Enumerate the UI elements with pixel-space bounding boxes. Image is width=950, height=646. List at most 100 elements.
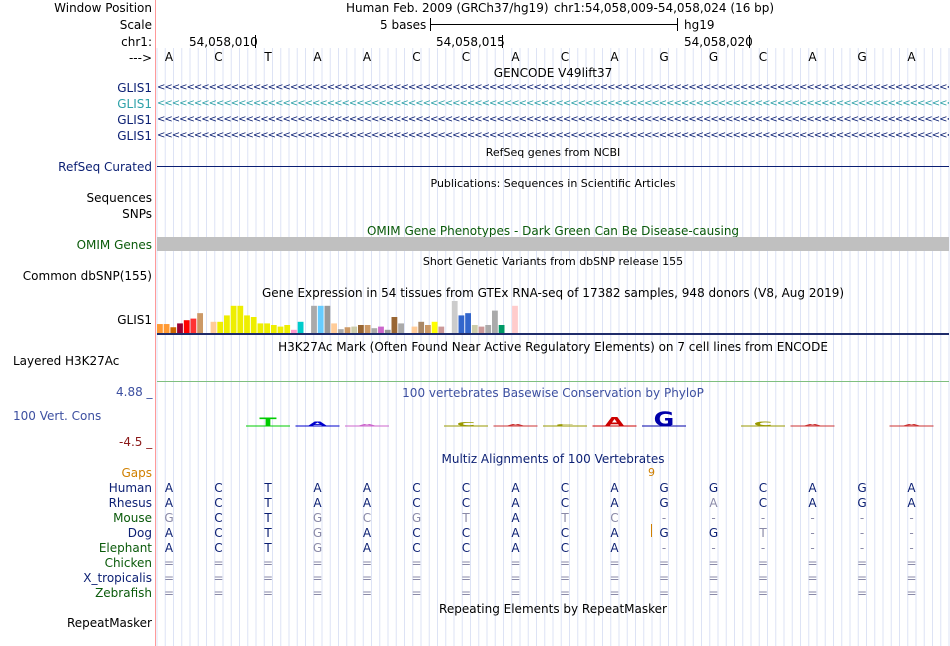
gtex-tissue-bar[interactable]: [157, 324, 163, 333]
species-label[interactable]: Mouse: [113, 511, 152, 525]
gtex-tissue-bar[interactable]: [351, 326, 358, 333]
gtex-tissue-bar[interactable]: [311, 305, 317, 333]
gtex-tissue-bar[interactable]: [465, 313, 471, 333]
ruler-tick: [502, 35, 503, 48]
gtex-tissue-bar[interactable]: [250, 317, 257, 333]
repeatmasker-label[interactable]: RepeatMasker: [66, 616, 152, 630]
gtex-tissue-bar[interactable]: [297, 321, 304, 333]
gtex-tissue-bar[interactable]: [257, 323, 264, 333]
gtex-tissue-bar[interactable]: [224, 315, 230, 333]
gtex-tissue-bar[interactable]: [411, 326, 418, 333]
alignment-base: =: [757, 571, 769, 585]
gtex-tissue-bar[interactable]: [358, 325, 364, 333]
gtex-tissue-bar[interactable]: [512, 305, 518, 333]
gencode-transcript[interactable]: <<<<<<<<<<<<<<<<<<<<<<<<<<<<<<<<<<<<<<<<…: [157, 114, 949, 125]
gtex-tissue-bar[interactable]: [451, 301, 458, 333]
gencode-transcript[interactable]: <<<<<<<<<<<<<<<<<<<<<<<<<<<<<<<<<<<<<<<<…: [157, 98, 949, 109]
gtex-tissue-bar[interactable]: [177, 323, 183, 333]
gencode-gene-label[interactable]: GLIS1: [117, 81, 152, 95]
gtex-tissue-bar[interactable]: [317, 305, 324, 333]
gtex-tissue-bar[interactable]: [284, 325, 291, 333]
gtex-tissue-bar[interactable]: [291, 329, 297, 333]
gtex-tissue-bar[interactable]: [277, 326, 284, 333]
gtex-tissue-bar[interactable]: [384, 329, 391, 333]
gtex-tissue-bar[interactable]: [478, 326, 485, 333]
gtex-tissue-bar[interactable]: [438, 326, 445, 333]
alignment-base: =: [312, 571, 323, 585]
gtex-tissue-bar[interactable]: [244, 315, 250, 333]
snps-label[interactable]: SNPs: [122, 207, 152, 221]
alignment-base: T: [561, 511, 569, 525]
gtex-tissue-bar[interactable]: [264, 323, 270, 333]
alignment-base: =: [708, 571, 719, 585]
conservation-glyph: A: [506, 424, 526, 427]
gtex-tissue-bar[interactable]: [471, 325, 478, 333]
dbsnp-label[interactable]: Common dbSNP(155): [22, 269, 152, 283]
gencode-gene-label[interactable]: GLIS1: [117, 129, 152, 143]
gtex-tissue-bar[interactable]: [391, 317, 398, 333]
omim-gene-bar[interactable]: [157, 237, 949, 251]
alignment-base: G: [708, 481, 719, 495]
gencode-transcript[interactable]: <<<<<<<<<<<<<<<<<<<<<<<<<<<<<<<<<<<<<<<<…: [157, 130, 949, 141]
species-label[interactable]: Elephant: [98, 541, 152, 555]
sequences-label[interactable]: Sequences: [86, 191, 152, 205]
ruler-tick: [255, 35, 256, 48]
gtex-tissue-bar[interactable]: [498, 325, 505, 333]
gencode-gene-label[interactable]: GLIS1: [117, 113, 152, 127]
gtex-tissue-bar[interactable]: [458, 315, 465, 333]
h3k27ac-label[interactable]: Layered H3K27Ac: [13, 354, 120, 368]
species-label[interactable]: Human: [108, 481, 152, 495]
gtex-tissue-bar[interactable]: [163, 324, 170, 333]
gtex-tissue-bar[interactable]: [398, 323, 404, 333]
gtex-tissue-bar[interactable]: [364, 325, 371, 333]
alignment-base: =: [510, 586, 521, 600]
species-label[interactable]: Dog: [127, 526, 152, 540]
gtex-tissue-bar[interactable]: [492, 310, 498, 333]
gencode-gene-label[interactable]: GLIS1: [117, 97, 152, 111]
alignment-base: C: [461, 541, 471, 555]
gtex-tissue-bar[interactable]: [210, 321, 217, 333]
conservation-label[interactable]: 100 Vert. Cons: [13, 409, 102, 423]
refseq-transcript[interactable]: [157, 166, 949, 167]
gtex-tissue-bar[interactable]: [230, 305, 237, 333]
gtex-tissue-bar[interactable]: [190, 318, 197, 333]
reference-base: C: [214, 50, 223, 64]
gtex-tissue-bar[interactable]: [270, 325, 277, 333]
reference-base: G: [659, 50, 669, 64]
gtex-tissue-bar[interactable]: [485, 325, 492, 333]
species-label[interactable]: X_tropicalis: [83, 571, 152, 585]
reference-base: A: [511, 50, 520, 64]
gtex-expression-bars[interactable]: [157, 300, 537, 334]
gtex-tissue-bar[interactable]: [425, 325, 431, 333]
gtex-tissue-bar[interactable]: [337, 329, 344, 333]
alignment-base: C: [362, 511, 372, 525]
species-label[interactable]: Zebrafish: [95, 586, 152, 600]
gtex-tissue-bar[interactable]: [197, 313, 203, 333]
gtex-tissue-bar[interactable]: [418, 321, 425, 333]
alignment-base: A: [511, 511, 520, 525]
species-label[interactable]: Rhesus: [108, 496, 152, 510]
gtex-tissue-bar[interactable]: [431, 321, 438, 333]
gtex-tissue-bar[interactable]: [183, 320, 190, 333]
omim-label[interactable]: OMIM Genes: [76, 238, 152, 252]
gtex-tissue-bar[interactable]: [237, 305, 244, 333]
gtex-tissue-bar[interactable]: [324, 305, 331, 333]
reference-base: T: [264, 50, 272, 64]
gtex-tissue-bar[interactable]: [331, 323, 337, 333]
refseq-label[interactable]: RefSeq Curated: [58, 160, 152, 174]
gtex-tissue-bar[interactable]: [344, 327, 351, 333]
alignment-base: =: [559, 586, 571, 600]
gencode-transcript[interactable]: <<<<<<<<<<<<<<<<<<<<<<<<<<<<<<<<<<<<<<<<…: [157, 82, 949, 93]
gtex-tissue-bar[interactable]: [378, 326, 384, 333]
gtex-gene-label[interactable]: GLIS1: [117, 313, 152, 327]
gtex-tissue-bar[interactable]: [217, 321, 224, 333]
alignment-base: G: [857, 481, 867, 495]
h3k27ac-title: H3K27Ac Mark (Often Found Near Active Re…: [278, 340, 828, 354]
species-label[interactable]: Chicken: [104, 556, 152, 570]
alignment-base: -: [661, 511, 667, 525]
gtex-tissue-bar[interactable]: [170, 327, 177, 333]
alignment-base: =: [460, 556, 472, 570]
alignment-base: A: [511, 496, 520, 510]
gtex-tissue-bar[interactable]: [371, 328, 378, 333]
